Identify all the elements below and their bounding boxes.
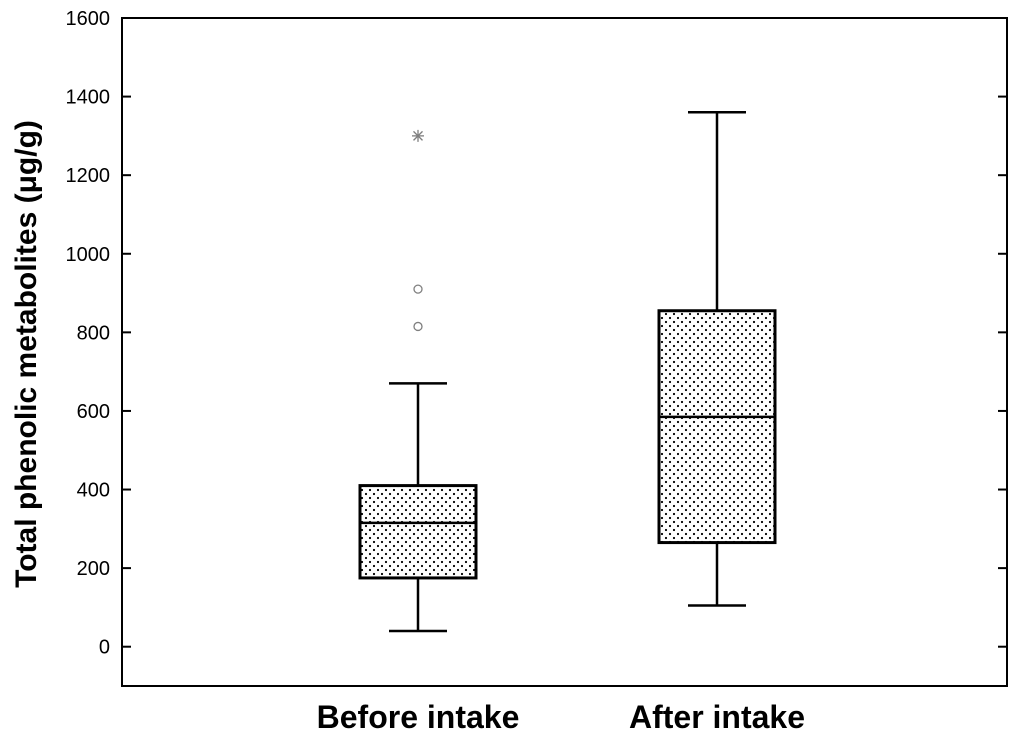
y-axis-tick-labels: 0 200 400 600 800 1000 1200 1400 1600: [66, 8, 111, 659]
extreme-stroke-d2: [413, 130, 423, 141]
box-before-intake: [358, 129, 478, 633]
box-after-intake: [657, 111, 777, 607]
category-label-after-intake: After intake: [629, 699, 805, 735]
iqr-box-before-intake: [358, 484, 478, 580]
y-tick-label-800: 800: [77, 322, 110, 344]
outlier-point-before-intake-0: [413, 321, 423, 332]
y-tick-label-1200: 1200: [66, 165, 111, 187]
y-axis-title: Total phenolic metabolites (μg/g): [10, 120, 43, 588]
y-tick-label-1600: 1600: [66, 8, 111, 30]
iqr-box-after-intake: [657, 309, 777, 545]
category-labels: Before intake After intake: [317, 699, 805, 735]
y-tick-label-600: 600: [77, 401, 110, 423]
category-label-before-intake: Before intake: [317, 699, 520, 735]
extreme-point-before-intake-0: [412, 129, 424, 142]
y-tick-label-1000: 1000: [66, 244, 111, 266]
y-tick-label-200: 200: [77, 558, 110, 580]
y-tick-label-400: 400: [77, 480, 110, 502]
y-tick-label-0: 0: [99, 637, 110, 659]
y-tick-label-1400: 1400: [66, 87, 111, 109]
y-axis-ticks: [122, 17, 1007, 648]
plot-frame: [121, 17, 1008, 687]
box-series: [358, 111, 777, 633]
outlier-point-before-intake-1: [413, 284, 423, 294]
